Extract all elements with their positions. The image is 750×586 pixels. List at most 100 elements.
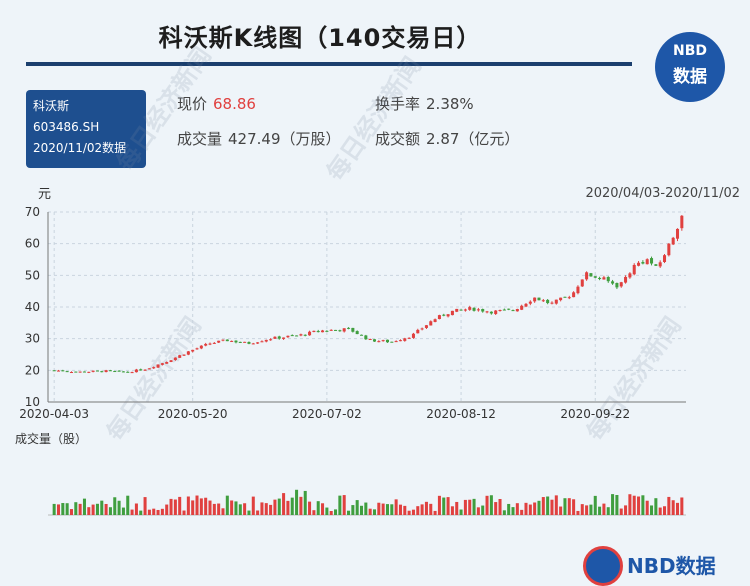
volume-bar (247, 510, 251, 515)
volume-bar (195, 495, 199, 515)
candle-body (82, 371, 86, 373)
candle-body (589, 273, 593, 277)
volume-bar (156, 509, 160, 515)
volume-bar (69, 509, 73, 515)
x-tick-label: 2020-04-03 (19, 407, 89, 421)
candle-body (472, 307, 476, 311)
volume-bar (295, 489, 299, 515)
candle-body (368, 339, 372, 341)
amount-label: 成交额 (375, 130, 421, 148)
candle-body (273, 336, 277, 339)
candle-body (511, 310, 515, 312)
candle-body (424, 325, 428, 328)
volume-bar (450, 506, 454, 515)
candle-body (117, 370, 121, 372)
candle-body (69, 372, 73, 374)
volume-bar (624, 505, 628, 515)
candle-body (234, 340, 238, 343)
volume-label: 成交量 (177, 130, 223, 148)
candle-body (329, 329, 333, 331)
logo-bottom-text: 数据 (673, 67, 707, 87)
candle-body (429, 321, 433, 326)
volume-bar (204, 497, 208, 515)
chart-title: 科沃斯K线图（140交易日） (158, 24, 482, 52)
candle-body (645, 259, 649, 265)
stock-code: 603486.SH (33, 120, 100, 134)
volume-bar (680, 497, 684, 515)
volume-bar (273, 499, 277, 515)
candle-body (186, 351, 190, 355)
candle-body (407, 337, 411, 339)
volume-bar (511, 507, 515, 515)
candle-body (290, 335, 294, 337)
candle-body (580, 279, 584, 287)
candle-body (611, 281, 615, 284)
candle-body (243, 341, 247, 343)
volume-bar (398, 504, 402, 515)
candle-body (325, 330, 329, 332)
candle-body (359, 334, 364, 336)
volume-bar (169, 498, 173, 515)
y-axis-unit: 元 (38, 187, 52, 202)
volume-bar (442, 497, 446, 515)
volume-bar (498, 498, 502, 515)
candle-body (476, 309, 480, 311)
candle-body (593, 276, 597, 278)
candle-body (585, 272, 589, 280)
volume-bar (191, 500, 195, 515)
volume-bar (559, 506, 563, 515)
candle-body (507, 308, 511, 310)
volume-bar (178, 496, 182, 515)
volume-bar (533, 502, 537, 515)
volume-bar (615, 495, 619, 515)
y-tick-label: 50 (25, 268, 40, 282)
volume-bar (165, 504, 169, 515)
candle-body (641, 262, 645, 264)
volume-bar (126, 495, 130, 515)
volume-bar (645, 500, 649, 515)
candle-body (308, 331, 312, 336)
candle-body (251, 343, 255, 345)
candle-body (65, 371, 69, 373)
x-tick-label: 2020-05-20 (158, 407, 228, 421)
candle-body (182, 354, 186, 356)
volume-bar (347, 510, 351, 515)
volume-bar (160, 508, 164, 515)
volume-bar (134, 503, 138, 515)
volume-bar (537, 500, 541, 515)
volume-axis-title: 成交量（股） (15, 432, 88, 446)
candle-body (208, 343, 212, 345)
volume-bar (628, 494, 632, 515)
candle-body (437, 315, 441, 320)
candle-body (347, 327, 351, 329)
volume-bar (507, 503, 511, 515)
candle-body (312, 330, 316, 332)
candle-body (256, 342, 260, 344)
candle-body (61, 370, 65, 372)
volume-bar (121, 507, 125, 515)
candle-body (56, 370, 61, 372)
volume-bar (602, 503, 606, 515)
candle-body (442, 314, 446, 316)
volume-bar (186, 496, 190, 515)
volume-bar (641, 495, 645, 515)
candle-body (541, 300, 545, 302)
volume-bar (632, 495, 636, 515)
volume-bar (420, 504, 424, 515)
volume-bar (230, 500, 234, 515)
kline-chart: 10 20 30 40 50 60 70 2020-04-03 2020-05-20 2020-0… (19, 205, 686, 516)
stock-name: 科沃斯 (33, 99, 70, 113)
candle-body (619, 282, 623, 287)
candle-body (126, 371, 130, 373)
volume-bar (416, 506, 420, 515)
candle-body (615, 283, 619, 288)
bottom-logo-text: NBD数据 (627, 554, 716, 578)
candle-body (463, 309, 467, 311)
volume-bar (394, 499, 398, 515)
candle-body (282, 337, 286, 339)
volume-bar (238, 504, 242, 515)
candle-body (372, 339, 377, 342)
candle-body (663, 255, 667, 263)
volume-bar (269, 504, 273, 515)
volume-bar (381, 503, 385, 515)
